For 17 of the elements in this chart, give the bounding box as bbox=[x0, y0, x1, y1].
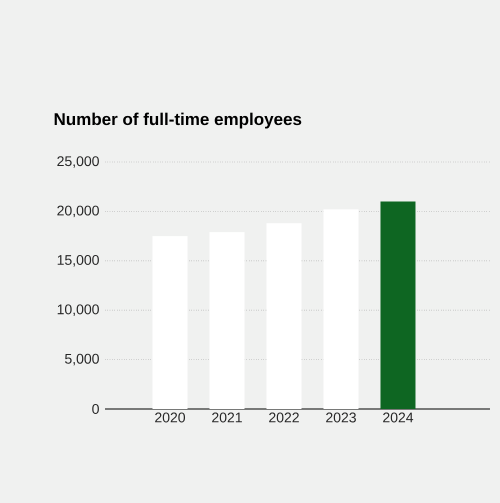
y-tick-label: 25,000 bbox=[57, 156, 99, 168]
x-tick-label: 2022 bbox=[269, 412, 299, 422]
bar bbox=[266, 223, 302, 409]
bar bbox=[380, 202, 416, 409]
chart-title: Number of full-time employees bbox=[54, 112, 302, 129]
bar bbox=[152, 236, 188, 409]
x-tick-label: 2023 bbox=[326, 412, 356, 422]
x-tick-label: 2020 bbox=[155, 412, 186, 422]
x-tick-label: 2021 bbox=[212, 412, 242, 422]
y-tick-label: 15,000 bbox=[58, 255, 99, 267]
y-tick-label: 0 bbox=[92, 404, 99, 414]
bar bbox=[209, 232, 244, 409]
y-tick-label: 10,000 bbox=[58, 304, 99, 316]
x-tick-label: 2024 bbox=[383, 412, 414, 422]
bar bbox=[323, 209, 358, 409]
y-tick-label: 20,000 bbox=[57, 206, 99, 218]
y-tick-label: 5,000 bbox=[64, 354, 99, 366]
